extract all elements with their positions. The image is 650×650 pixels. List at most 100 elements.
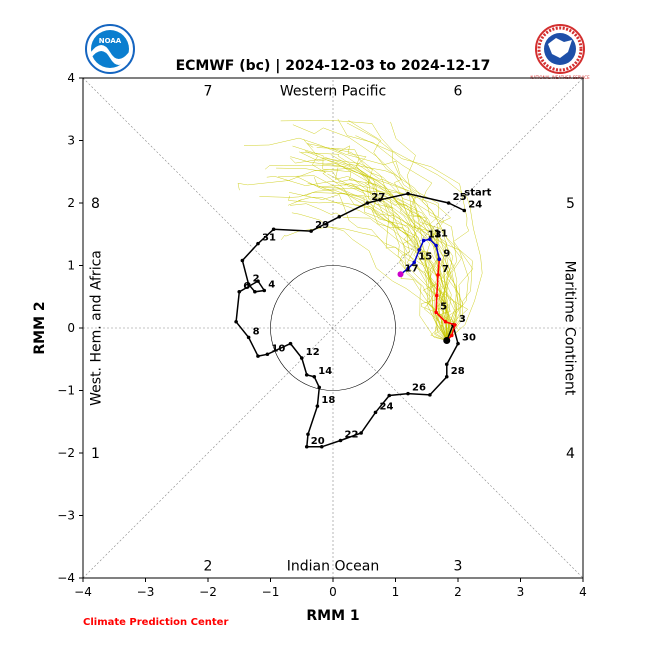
ensemble-line <box>379 196 447 341</box>
ensemble-line <box>338 145 455 341</box>
forecast-red-point <box>434 293 439 298</box>
phase-number: 2 <box>204 559 213 575</box>
observed-point <box>446 201 451 205</box>
observed-point <box>256 279 260 283</box>
ensemble-line <box>288 192 447 341</box>
observed-point <box>271 227 276 232</box>
forecast-blue-point <box>412 260 417 265</box>
x-tick-label: 4 <box>579 585 587 599</box>
forecast-blue-point <box>406 266 410 271</box>
phase-number: 3 <box>454 559 463 575</box>
observed-point <box>338 438 343 443</box>
observed-point <box>406 191 410 196</box>
observed-day-label: 31 <box>262 233 276 244</box>
observed-point <box>246 282 251 287</box>
observed-point <box>240 258 245 263</box>
ensemble-members <box>237 118 483 341</box>
observed-day-label: 14 <box>318 366 332 377</box>
ensemble-line <box>298 151 473 341</box>
ensemble-line <box>327 173 449 341</box>
forecast-red-day-label: 5 <box>440 301 447 312</box>
ensemble-line <box>355 135 453 341</box>
forecast-red-day-label: 7 <box>442 264 449 275</box>
ensemble-line <box>313 176 448 341</box>
observed-day-label: 28 <box>451 366 465 377</box>
forecast-end-marker <box>397 271 404 278</box>
phase-number: 6 <box>454 84 463 100</box>
y-tick-label: 2 <box>67 196 75 210</box>
ensemble-line <box>358 158 448 341</box>
observed-day-label: 12 <box>306 347 320 358</box>
chart-title: ECMWF (bc) | 2024-12-03 to 2024-12-17 <box>176 58 491 74</box>
forecast-blue-day-label: 15 <box>418 251 432 262</box>
observed-day-label: 6 <box>243 281 250 292</box>
observed-day-label: 22 <box>345 430 359 441</box>
forecast-blue-point <box>437 257 442 262</box>
ensemble-line <box>337 118 462 341</box>
y-tick-label: 3 <box>67 134 75 148</box>
diagonal-line-2 <box>82 77 584 579</box>
ensemble-line <box>264 164 448 341</box>
ensemble-line <box>324 156 464 341</box>
start-label: start <box>464 188 491 199</box>
ensemble-line <box>290 203 448 341</box>
phase-number: 5 <box>566 196 575 212</box>
y-tick-label: −3 <box>57 509 75 523</box>
forecast-red-point <box>449 333 454 338</box>
observed-point <box>359 431 363 435</box>
observed-point <box>444 374 449 379</box>
observed-point <box>312 374 317 379</box>
observed-point <box>299 356 304 360</box>
forecast-start-marker <box>443 337 451 344</box>
ensemble-line <box>290 156 459 341</box>
ensemble-line <box>303 139 448 341</box>
y-tick-label: −1 <box>57 384 75 398</box>
forecast-red-point <box>443 319 448 324</box>
observed-point <box>444 362 449 367</box>
forecast-blue-day-label: 17 <box>405 263 419 274</box>
ensemble-line <box>346 122 474 341</box>
noaa-logo: NOAA <box>85 24 135 74</box>
observed-point <box>456 341 460 346</box>
ensemble-line <box>280 120 483 341</box>
forecast-blue-day-label: 11 <box>434 228 448 239</box>
y-tick-label: −4 <box>57 571 75 585</box>
forecast-blue-point <box>421 238 426 243</box>
phase-number: 7 <box>204 84 213 100</box>
observed-point <box>462 208 467 213</box>
forecast-blue-point <box>417 248 422 252</box>
observed-day-label: 29 <box>315 220 329 231</box>
nws-logo: NATIONAL WEATHER SERVICE <box>530 24 590 80</box>
unit-circle <box>270 265 396 391</box>
forecast-blue-day-label: 9 <box>443 248 450 259</box>
y-tick-label: 4 <box>67 71 75 85</box>
region-label-bottom: Indian Ocean <box>287 559 379 575</box>
forecast-red-day-label: 3 <box>459 314 466 325</box>
ensemble-line <box>281 226 448 341</box>
x-axis-label: RMM 1 <box>306 608 359 624</box>
ensemble-line <box>304 192 451 341</box>
observed-day-label: 26 <box>412 383 426 394</box>
ensemble-line <box>277 175 448 341</box>
observed-day-label: 10 <box>271 343 285 354</box>
observed-point <box>253 289 257 294</box>
observed-day-label: 4 <box>268 280 275 291</box>
ensemble-line <box>292 145 452 341</box>
forecast-red-line <box>435 259 456 342</box>
region-label-right: Maritime Continent <box>562 261 578 396</box>
y-tick-label: 1 <box>67 259 75 273</box>
observed-day-label: 8 <box>253 326 260 337</box>
forecast-red-point <box>453 323 457 327</box>
forecast-red-point <box>436 273 440 277</box>
region-label-top: Western Pacific <box>280 84 386 100</box>
observed-point <box>237 289 242 294</box>
observed-point <box>256 241 260 246</box>
observed-point <box>365 201 370 205</box>
ensemble-line <box>287 197 448 341</box>
observed-day-label: 18 <box>321 395 335 406</box>
observed-day-label: 30 <box>462 333 476 344</box>
x-tick-label: −4 <box>74 585 92 599</box>
ensemble-line <box>237 167 458 341</box>
observed-point <box>309 229 313 233</box>
